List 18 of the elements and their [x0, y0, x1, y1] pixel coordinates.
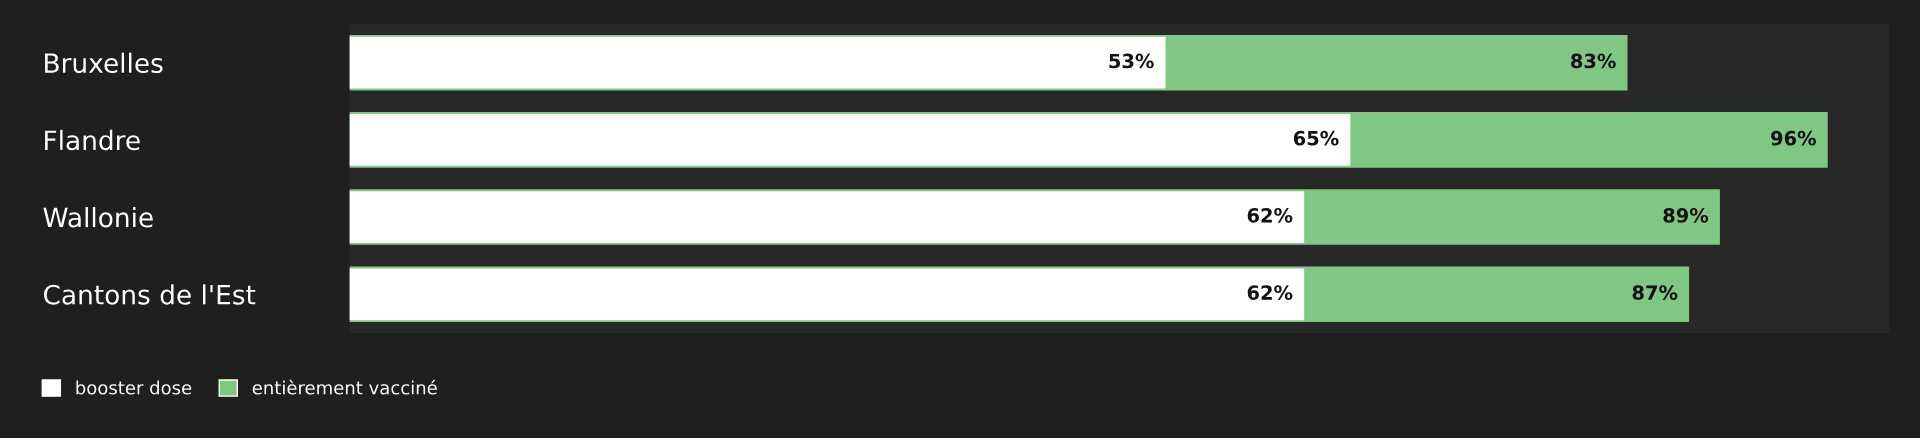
data-label: 65%	[1293, 130, 1339, 146]
data-label: 96%	[1771, 130, 1816, 146]
data-label: 87%	[1632, 285, 1678, 300]
y-tick-label: Cantons de l'Est	[43, 284, 256, 305]
y-tick-label: Wallonie	[43, 207, 153, 228]
y-tick-label: Bruxelles	[45, 52, 163, 74]
bar	[349, 114, 1351, 166]
data-label: 89%	[1663, 208, 1709, 223]
data-label: 83%	[1571, 53, 1616, 69]
data-label: 53%	[1109, 53, 1154, 69]
data-label: 62%	[1247, 208, 1293, 223]
y-tick-label: Flandre	[45, 129, 140, 151]
legend-label: entièrement vacciné	[252, 379, 437, 395]
bar	[349, 191, 1305, 243]
legend-label: booster dose	[76, 380, 192, 395]
bar	[349, 268, 1305, 321]
data-label: 62%	[1247, 285, 1293, 300]
bar	[349, 36, 1166, 89]
